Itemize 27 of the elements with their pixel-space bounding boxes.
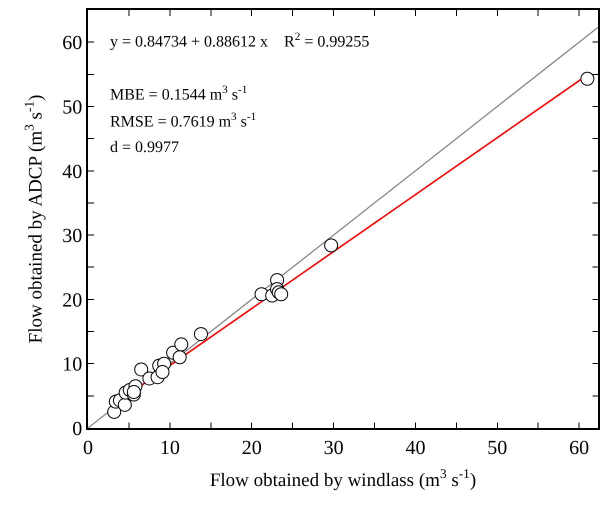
point	[174, 337, 188, 352]
point	[194, 327, 208, 342]
annotation: d = 0.9977	[110, 139, 180, 156]
y-tick-label: 40	[62, 160, 82, 183]
point	[118, 398, 132, 412]
point	[172, 350, 187, 364]
annotation: RMSE = 0.7619 m$^{3}$ s$^{-1}$	[110, 111, 256, 131]
y-tick-label: 30	[62, 225, 82, 248]
annotation: MBE = 0.1544 m$^{3}$ s$^{-1}$	[110, 84, 248, 104]
x-tick-label: 30	[324, 436, 344, 459]
x-tick-label: 10	[160, 436, 180, 459]
x-tick-label: 40	[405, 436, 426, 459]
x-tick-label: 50	[487, 436, 508, 459]
y-tick-label: 20	[62, 289, 82, 312]
y-tick-label: 10	[62, 354, 82, 376]
point	[324, 238, 338, 252]
x-tick-label: 60	[569, 436, 590, 459]
annotation: y = 0.84734 + 0.88612 x R$^{2}$ = 0.99255	[110, 31, 370, 51]
y-tick-label: 0	[72, 418, 82, 440]
point	[126, 384, 141, 399]
x-tick-label: 20	[242, 436, 262, 459]
point	[580, 72, 594, 86]
y-tick-label: 50	[62, 96, 82, 118]
point	[155, 365, 170, 380]
y-tick-label: 60	[62, 32, 82, 54]
point	[274, 287, 288, 302]
x-axis-title: Flow obtained by windlass (m$^{3}$ s$^{-1}$)	[210, 466, 476, 492]
